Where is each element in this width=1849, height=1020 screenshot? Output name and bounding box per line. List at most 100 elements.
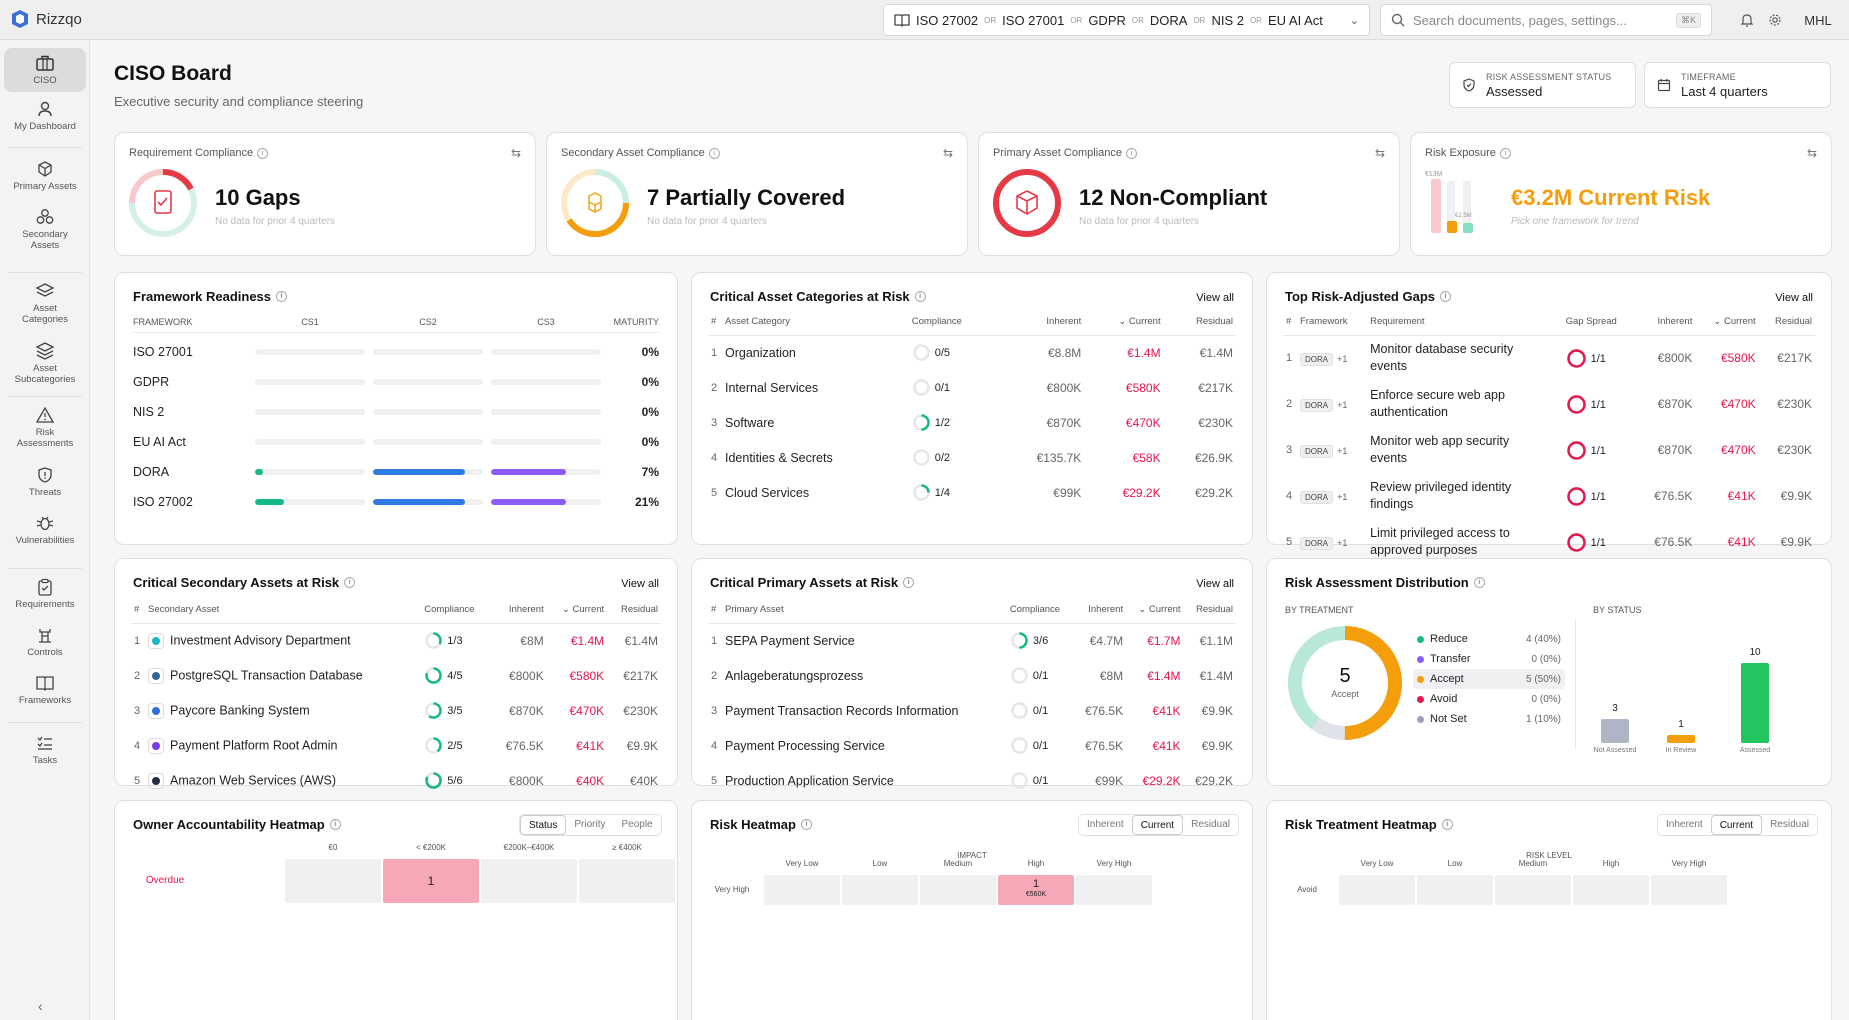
gear-icon[interactable] (1761, 4, 1789, 36)
heatmap-cell[interactable]: 1 (383, 859, 479, 903)
framework-selector[interactable]: ISO 27002 OR ISO 27001 OR GDPR OR DORA OR NI… (883, 4, 1370, 36)
info-icon[interactable]: i (1441, 819, 1453, 830)
table-row[interactable]: 1 Investment Advisory Department 1/3 €8M €1.… (131, 623, 661, 658)
table-row[interactable]: 3 Software 1/2 €870K €470K €230K (708, 405, 1236, 440)
readiness-row[interactable]: ISO 27002 21% (133, 487, 659, 517)
col-header-sorted[interactable]: ⌄ Current (1695, 309, 1759, 336)
status-bar[interactable] (1741, 663, 1769, 743)
info-icon[interactable]: i (1440, 291, 1451, 302)
info-icon[interactable]: i (1126, 147, 1137, 159)
view-all-link[interactable]: View all (1196, 292, 1234, 304)
heatmap-cell[interactable] (285, 859, 381, 903)
heatmap-cell[interactable] (1495, 875, 1571, 905)
table-row[interactable]: 3 DORA +1 Monitor web app security events 1/1… (1283, 427, 1815, 473)
view-all-link[interactable]: View all (621, 578, 659, 590)
user-avatar[interactable]: MHL (1804, 12, 1832, 28)
table-row[interactable]: 4 DORA +1 Review privileged identity finding… (1283, 473, 1815, 519)
tab-priority[interactable]: Priority (574, 819, 606, 830)
heatmap-cell[interactable] (1339, 875, 1415, 905)
table-row[interactable]: 3 Payment Transaction Records Information… (708, 693, 1236, 728)
nav-controls[interactable]: Controls (4, 626, 86, 658)
table-row[interactable]: 5 Amazon Web Services (AWS) 5/6 €800K €40K €4… (131, 763, 661, 798)
legend-item[interactable]: Avoid 0 (0%) (1413, 689, 1565, 709)
table-row[interactable]: 1 SEPA Payment Service 3/6 €4.7M €1.7M €1.1M (708, 623, 1236, 658)
table-row[interactable]: 4 Payment Platform Root Admin 2/5 €76.5K €41… (131, 728, 661, 763)
info-icon[interactable]: i (708, 147, 720, 159)
status-bar[interactable] (1601, 719, 1629, 743)
heatmap-cell[interactable] (842, 875, 918, 905)
view-toggle[interactable]: Inherent Current Residual (1078, 814, 1239, 836)
app-logo[interactable]: Rizzqo (10, 9, 82, 29)
col-header[interactable]: Inherent (1001, 309, 1085, 336)
nav-secondary-assets[interactable]: Secondary Assets (4, 208, 86, 251)
nav-requirements[interactable]: Requirements (4, 578, 86, 610)
kpi-risk-exposure[interactable]: Risk Exposure i ⇆ €13M €2.5M €3.2M Curren… (1410, 132, 1832, 256)
legend-item[interactable]: Transfer 0 (0%) (1413, 649, 1565, 669)
table-row[interactable]: 2 Internal Services 0/1 €800K €580K €217K (708, 370, 1236, 405)
legend-item[interactable]: Reduce 4 (40%) (1413, 629, 1565, 649)
tab-current[interactable]: Current (1710, 815, 1763, 835)
table-row[interactable]: 3 Paycore Banking System 3/5 €870K €470K €230… (131, 693, 661, 728)
readiness-row[interactable]: GDPR 0% (133, 367, 659, 397)
readiness-row[interactable]: ISO 27001 0% (133, 337, 659, 367)
table-row[interactable]: 2 DORA +1 Enforce secure web app authenticat… (1283, 381, 1815, 427)
view-all-link[interactable]: View all (1196, 578, 1234, 590)
col-header-sorted[interactable]: ⌄ Current (546, 597, 608, 624)
swap-icon[interactable]: ⇆ (1374, 146, 1385, 160)
info-icon[interactable]: i (800, 819, 812, 830)
nav-risk-assessments[interactable]: Risk Assessments (4, 406, 86, 449)
col-header[interactable]: Inherent (1073, 597, 1127, 624)
info-icon[interactable]: i (257, 147, 269, 159)
table-row[interactable]: 5 DORA +1 Limit privileged access to approve… (1283, 519, 1815, 565)
tab-status[interactable]: Status (520, 815, 567, 835)
heatmap-cell[interactable] (1651, 875, 1727, 905)
tab-residual[interactable]: Residual (1770, 819, 1809, 830)
swap-icon[interactable]: ⇆ (510, 146, 521, 160)
col-header[interactable]: Residual (1758, 309, 1815, 336)
heatmap-cell[interactable]: 1 €560K (998, 875, 1074, 905)
info-icon[interactable]: i (1473, 577, 1485, 588)
kpi-primary-asset-compliance[interactable]: Primary Asset Compliance i ⇆ 12 Non-Compl… (978, 132, 1400, 256)
heatmap-cell[interactable] (764, 875, 840, 905)
readiness-row[interactable]: EU AI Act 0% (133, 427, 659, 457)
view-toggle[interactable]: Inherent Current Residual (1657, 814, 1818, 836)
status-bar[interactable] (1667, 735, 1695, 743)
col-header[interactable]: Inherent (1637, 309, 1696, 336)
nav-tasks[interactable]: Tasks (4, 734, 86, 766)
kpi-secondary-asset-compliance[interactable]: Secondary Asset Compliance i ⇆ 7 Partiall… (546, 132, 968, 256)
timeframe-filter[interactable]: TIMEFRAME Last 4 quarters (1644, 62, 1831, 108)
nav-vulnerabilities[interactable]: Vulnerabilities (4, 514, 86, 546)
heatmap-cell[interactable] (920, 875, 996, 905)
tab-inherent[interactable]: Inherent (1666, 819, 1703, 830)
nav-my-dashboard[interactable]: My Dashboard (4, 100, 86, 132)
table-row[interactable]: 1 DORA +1 Monitor database security events 1/… (1283, 335, 1815, 381)
nav-primary-assets[interactable]: Primary Assets (4, 160, 86, 192)
table-row[interactable]: 1 Organization 0/5 €8.8M €1.4M €1.4M (708, 335, 1236, 370)
swap-icon[interactable]: ⇆ (942, 146, 953, 160)
kpi-requirement-compliance[interactable]: Requirement Compliance i ⇆ 10 Gaps No dat… (114, 132, 536, 256)
readiness-row[interactable]: NIS 2 0% (133, 397, 659, 427)
table-row[interactable]: 5 Cloud Services 1/4 €99K €29.2K €29.2K (708, 475, 1236, 510)
bell-icon[interactable] (1733, 4, 1761, 36)
col-header-sorted[interactable]: ⌄ Current (1126, 597, 1184, 624)
info-icon[interactable]: i (903, 577, 915, 588)
nav-threats[interactable]: Threats (4, 466, 86, 498)
heatmap-cell[interactable] (1076, 875, 1152, 905)
heatmap-cell[interactable] (579, 859, 675, 903)
info-icon[interactable]: i (914, 291, 926, 302)
heatmap-cell[interactable] (481, 859, 577, 903)
col-header-sorted[interactable]: ⌄ Current (1084, 309, 1164, 336)
col-header[interactable]: Residual (607, 597, 661, 624)
collapse-sidebar-icon[interactable]: ‹ (38, 998, 43, 1014)
heatmap-cell[interactable] (1417, 875, 1493, 905)
col-header[interactable]: Residual (1183, 597, 1236, 624)
legend-item[interactable]: Accept 5 (50%) (1413, 669, 1565, 689)
legend-item[interactable]: Not Set 1 (10%) (1413, 709, 1565, 729)
nav-ciso[interactable]: CISO (4, 48, 86, 92)
readiness-row[interactable]: DORA 7% (133, 457, 659, 487)
col-header[interactable]: Residual (1163, 309, 1236, 336)
view-toggle[interactable]: Status Priority People (519, 814, 662, 836)
tab-people[interactable]: People (621, 819, 653, 830)
info-icon[interactable]: i (1499, 147, 1511, 159)
info-icon[interactable]: i (329, 819, 341, 830)
